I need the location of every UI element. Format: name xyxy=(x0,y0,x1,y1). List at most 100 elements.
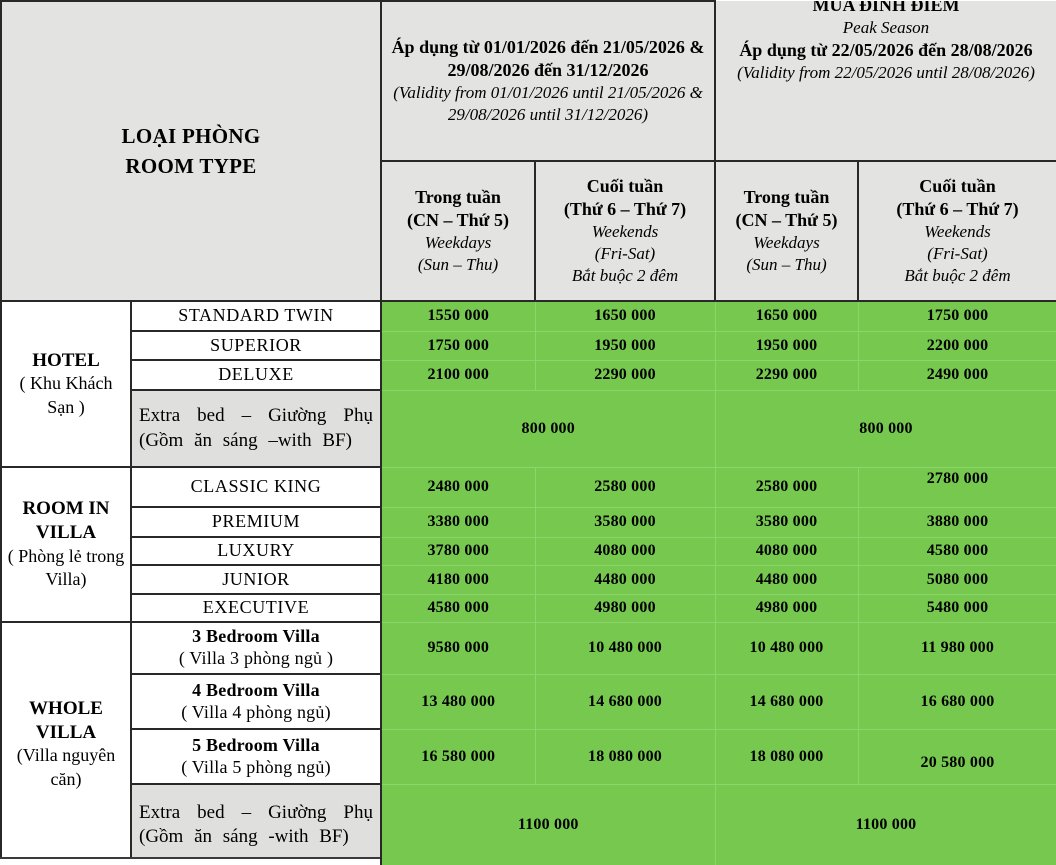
price-cell: 10 480 000 xyxy=(714,621,859,675)
price-cell: 1650 000 xyxy=(714,300,859,332)
weekend-days-en: (Fri-Sat) xyxy=(594,244,656,264)
section-title: WHOLE VILLA xyxy=(29,697,103,743)
room-type-label-en: ROOM TYPE xyxy=(125,154,257,178)
price-cell: 3780 000 xyxy=(380,536,536,566)
price-cell: 5480 000 xyxy=(857,593,1056,623)
peak-season-label-vi: MÙA ĐỈNH ĐIỂM xyxy=(812,1,960,15)
row-hotel-extra-bed: Extra bed – Giường Phụ (Gồm ăn sáng –wit… xyxy=(1,389,1056,468)
row-junior: JUNIOR 4180 000 4480 000 4480 000 5080 0… xyxy=(1,564,1056,595)
room-label-4-bedroom-villa: 4 Bedroom Villa ( Villa 4 phòng ngủ) xyxy=(130,673,382,730)
price-cell: 2200 000 xyxy=(857,330,1056,361)
price-cell: 16 580 000 xyxy=(380,728,536,785)
room-label-3-bedroom-villa: 3 Bedroom Villa ( Villa 3 phòng ngủ ) xyxy=(130,621,382,675)
price-cell: 2490 000 xyxy=(857,359,1056,391)
weekday-days-vi: (CN – Thứ 5) xyxy=(735,210,838,231)
price-cell: 14 680 000 xyxy=(714,673,859,730)
extra-bed-label-villa: Extra bed – Giường Phụ (Gồm ăn sáng -wit… xyxy=(130,783,382,865)
row-4-bedroom-villa: 4 Bedroom Villa ( Villa 4 phòng ngủ) 13 … xyxy=(1,673,1056,730)
price-cell: 4080 000 xyxy=(534,536,716,566)
period-1-subtitle: (Validity from 01/01/2026 until 21/05/20… xyxy=(393,83,703,125)
price-cell: 4480 000 xyxy=(714,564,859,595)
weekday-label-en: Weekdays xyxy=(424,233,492,253)
price-cell: 800 000 xyxy=(714,389,1056,468)
section-whole-villa: WHOLE VILLA (Villa nguyên căn) xyxy=(0,621,132,865)
price-cell: 4080 000 xyxy=(714,536,859,566)
weekday-days-en: (Sun – Thu) xyxy=(746,255,827,275)
row-classic-king: ROOM IN VILLA ( Phòng lẻ trong Villa) CL… xyxy=(0,466,1056,623)
price-cell: 16 680 000 xyxy=(857,673,1056,730)
room-type-label-vi: LOẠI PHÒNG xyxy=(121,123,261,148)
row-5-bedroom-villa: 5 Bedroom Villa ( Villa 5 phòng ngủ) 16 … xyxy=(1,728,1056,785)
weekend-days-vi: (Thứ 6 – Thứ 7) xyxy=(896,199,1019,220)
weekend-min-stay-note: Bắt buộc 2 đêm xyxy=(904,265,1011,285)
header-row-periods: LOẠI PHÒNG ROOM TYPE Áp dụng từ 01/01/20… xyxy=(0,0,1056,302)
price-cell: 2480 000 xyxy=(380,466,536,508)
period-1-weekend-header: Cuối tuần (Thứ 6 – Thứ 7) Weekends (Fri-… xyxy=(534,160,716,302)
section-title: HOTEL xyxy=(32,349,100,371)
section-subtitle: ( Khu Khách Sạn ) xyxy=(19,373,113,417)
price-cell: 3580 000 xyxy=(534,506,716,538)
price-cell: 14 680 000 xyxy=(534,673,716,730)
price-cell: 18 080 000 xyxy=(714,728,859,785)
price-cell: 2290 000 xyxy=(534,359,716,391)
weekday-days-vi: (CN – Thứ 5) xyxy=(407,210,509,231)
price-cell: 4480 000 xyxy=(534,564,716,595)
period-2-subtitle: (Validity from 22/05/2026 until 28/08/20… xyxy=(737,62,1035,82)
price-cell: 4180 000 xyxy=(380,564,536,595)
period-2-header-cell: MÙA ĐỈNH ĐIỂM Peak Season Áp dụng từ 22/… xyxy=(714,1,1056,162)
room-label-standard-twin: STANDARD TWIN xyxy=(130,300,382,332)
price-cell: 5080 000 xyxy=(857,564,1056,595)
peak-season-label-en: Peak Season xyxy=(842,18,930,38)
weekday-label-vi: Trong tuần xyxy=(415,187,501,208)
weekend-label-vi: Cuối tuần xyxy=(919,176,996,197)
price-cell: 20 580 000 xyxy=(857,728,1056,785)
period-2-weekend-header: Cuối tuần (Thứ 6 – Thứ 7) Weekends (Fri-… xyxy=(857,160,1056,302)
price-cell: 2580 000 xyxy=(534,466,716,508)
weekend-days-en: (Fri-Sat) xyxy=(927,244,988,264)
weekday-days-en: (Sun – Thu) xyxy=(417,255,499,275)
weekend-label-en: Weekends xyxy=(591,222,659,242)
price-cell: 4580 000 xyxy=(857,536,1056,566)
header-row-subcolumns: Trong tuần (CN – Thứ 5) Weekdays (Sun – … xyxy=(1,160,1056,302)
weekend-min-stay-note: Bắt buộc 2 đêm xyxy=(571,265,679,285)
row-executive: EXECUTIVE 4580 000 4980 000 4980 000 548… xyxy=(1,593,1056,623)
period-2-title: Áp dụng từ 22/05/2026 đến 28/08/2026 xyxy=(739,39,1033,60)
price-cell: 11 980 000 xyxy=(857,621,1056,675)
room-label-luxury: LUXURY xyxy=(130,536,382,566)
room-label-junior: JUNIOR xyxy=(130,564,382,595)
room-label-classic-king: CLASSIC KING xyxy=(130,466,382,508)
room-label-superior: SUPERIOR xyxy=(130,330,382,361)
weekday-label-vi: Trong tuần xyxy=(743,187,830,208)
price-cell: 9580 000 xyxy=(380,621,536,675)
price-cell: 2290 000 xyxy=(714,359,859,391)
section-subtitle: (Villa nguyên căn) xyxy=(16,745,116,789)
row-luxury: LUXURY 3780 000 4080 000 4080 000 4580 0… xyxy=(1,536,1056,566)
row-deluxe: DELUXE 2100 000 2290 000 2290 000 2490 0… xyxy=(1,359,1056,391)
section-title: ROOM IN VILLA xyxy=(22,498,110,544)
room-type-header-cell: LOẠI PHÒNG ROOM TYPE xyxy=(0,0,382,302)
period-2-weekday-header: Trong tuần (CN – Thứ 5) Weekdays (Sun – … xyxy=(714,160,859,302)
weekday-label-en: Weekdays xyxy=(753,233,820,253)
price-cell: 1750 000 xyxy=(380,330,536,361)
price-cell: 2780 000 xyxy=(857,466,1056,508)
bottom-crop-strip xyxy=(0,857,380,865)
row-superior: SUPERIOR 1750 000 1950 000 1950 000 2200… xyxy=(1,330,1056,361)
price-cell: 4580 000 xyxy=(380,593,536,623)
price-cell: 1550 000 xyxy=(380,300,536,332)
section-subtitle: ( Phòng lẻ trong Villa) xyxy=(7,545,125,590)
price-cell: 1100 000 xyxy=(380,783,716,865)
row-3-bedroom-villa: WHOLE VILLA (Villa nguyên căn) 3 Bedroom… xyxy=(0,621,1056,865)
price-cell: 10 480 000 xyxy=(534,621,716,675)
room-label-executive: EXECUTIVE xyxy=(130,593,382,623)
price-cell: 1750 000 xyxy=(857,300,1056,332)
price-cell: 2580 000 xyxy=(714,466,859,508)
row-premium: PREMIUM 3380 000 3580 000 3580 000 3880 … xyxy=(1,506,1056,538)
price-cell: 13 480 000 xyxy=(380,673,536,730)
price-cell: 2100 000 xyxy=(380,359,536,391)
weekend-days-vi: (Thứ 6 – Thứ 7) xyxy=(563,199,687,220)
price-cell: 3880 000 xyxy=(857,506,1056,538)
price-cell: 800 000 xyxy=(380,389,716,468)
price-cell: 4980 000 xyxy=(714,593,859,623)
weekend-label-en: Weekends xyxy=(924,222,991,242)
